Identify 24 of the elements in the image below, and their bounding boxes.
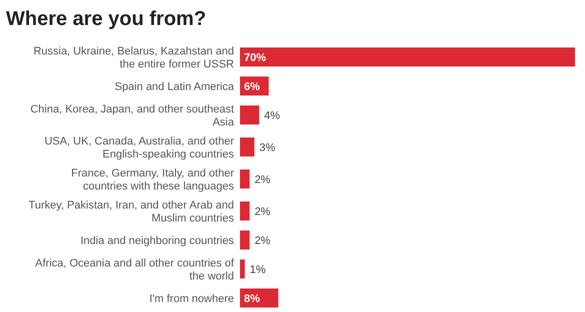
bar (240, 138, 254, 156)
y-tick-label: Africa, Oceania and all other countries of the world (35, 258, 235, 282)
y-tick-label: India and neighboring countries (80, 235, 234, 247)
data-label: 6% (244, 81, 260, 93)
chart-title: Where are you from? (6, 8, 206, 30)
bar (240, 170, 250, 188)
data-label: 4% (264, 110, 280, 122)
y-tick-label: France, Germany, Italy, and other countries with these languages (71, 168, 234, 192)
y-tick-label: USA, UK, Canada, Australia, and other English-speaking countries (44, 136, 234, 160)
data-label: 3% (259, 142, 276, 154)
bar (240, 48, 575, 66)
y-tick-label: Spain and Latin America (114, 81, 235, 93)
data-label: 2% (254, 174, 271, 186)
data-label: 2% (254, 235, 271, 247)
bar (240, 230, 250, 250)
y-tick-label: China, Korea, Japan, and other southeast Asia (30, 104, 235, 128)
y-tick-label: Russia, Ukraine, Belarus, Kazahstan and the entire former USSR (33, 46, 234, 70)
y-tick-label: Turkey, Pakistan, Iran, and other Arab and Muslim countries (28, 200, 234, 224)
data-label: 70% (244, 52, 266, 64)
bar (240, 260, 245, 278)
y-tick-label: I'm from nowhere (149, 293, 234, 305)
data-label: 1% (250, 264, 266, 276)
data-label: 8% (244, 293, 260, 305)
data-label: 2% (254, 206, 271, 218)
